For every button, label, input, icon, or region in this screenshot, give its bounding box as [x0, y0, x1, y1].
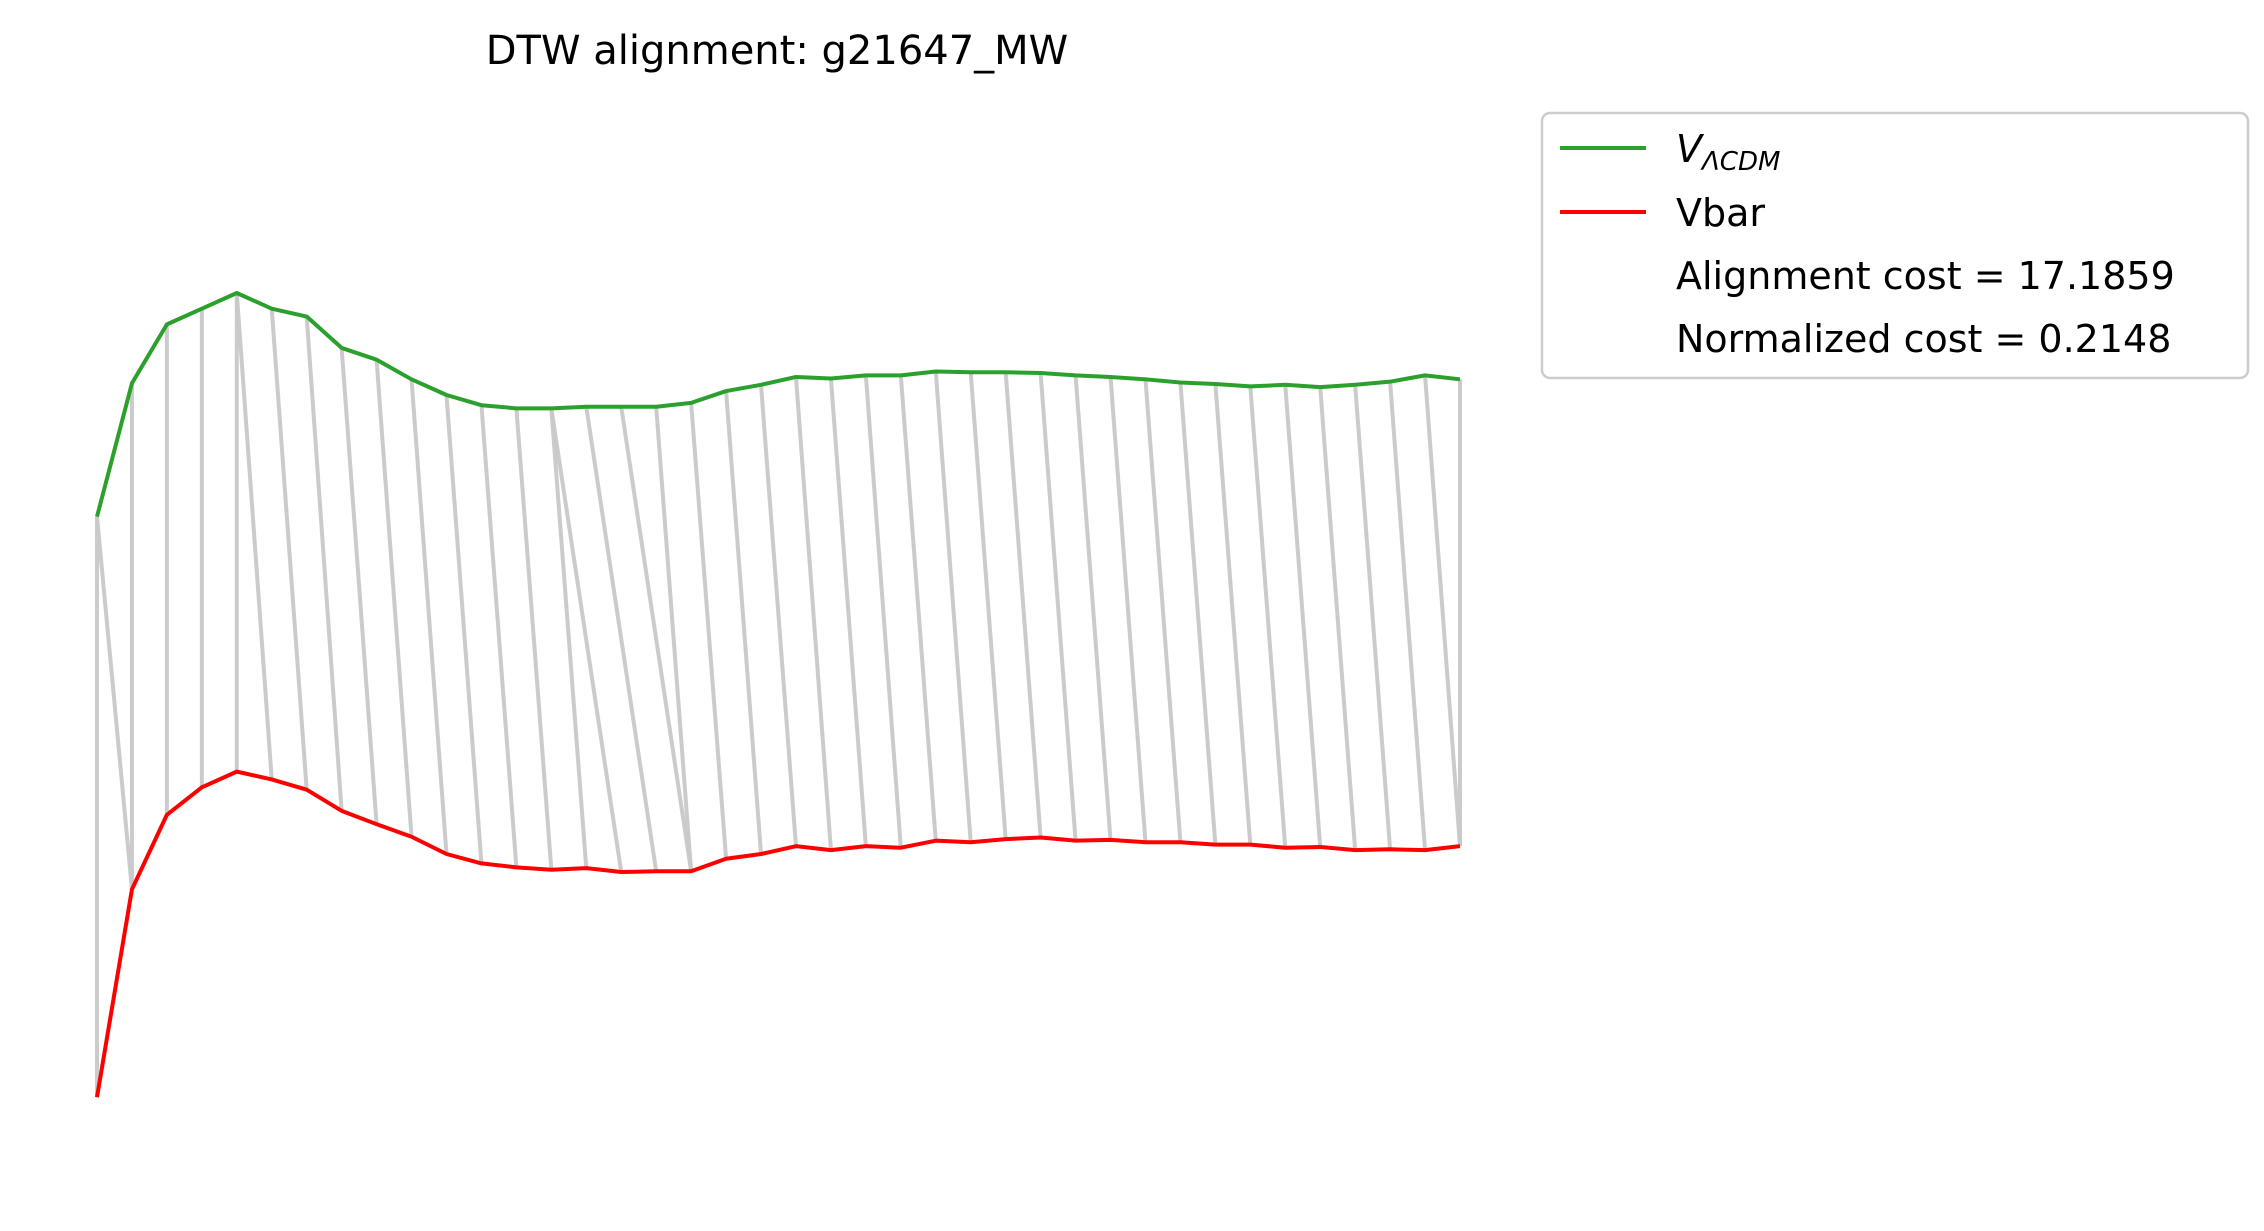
alignment-line-9 [339, 347, 379, 825]
legend: VΛCDM Vbar Alignment cost = 17.1859 Norm… [1540, 111, 2250, 380]
alignment-line-14 [514, 408, 554, 870]
alignment-line-39 [1353, 384, 1393, 850]
legend-alignment-cost: Alignment cost = 17.1859 [1676, 254, 2175, 298]
series-lines [95, 291, 1461, 1098]
alignment-line-22 [759, 384, 798, 847]
alignment-line-36 [1248, 386, 1288, 848]
alignment-line-26 [898, 375, 938, 841]
alignment-line-15 [549, 408, 589, 869]
alignment-lines [95, 292, 1462, 1098]
alignment-line-8 [304, 316, 344, 811]
legend-label-vbar: Vbar [1676, 191, 1765, 235]
alignment-line-19 [654, 406, 694, 872]
series-line-vbar [95, 769, 1461, 1098]
alignment-line-30 [1038, 372, 1078, 841]
alignment-line-31 [1073, 375, 1113, 841]
alignment-line-10 [374, 359, 414, 837]
alignment-line-6 [234, 292, 274, 780]
alignment-line-12 [444, 394, 484, 864]
chart-title: DTW alignment: g21647_MW [486, 28, 1068, 74]
alignment-line-18 [619, 406, 694, 872]
alignment-line-24 [828, 378, 868, 847]
alignment-line-40 [1388, 381, 1428, 851]
alignment-line-27 [933, 371, 973, 843]
alignment-line-17 [584, 406, 659, 872]
alignment-line-28 [968, 372, 1008, 840]
alignment-line-7 [269, 308, 309, 790]
alignment-line-33 [1143, 379, 1183, 843]
alignment-line-38 [1318, 387, 1358, 851]
alignment-line-11 [409, 379, 449, 855]
alignment-line-41 [1423, 375, 1462, 847]
legend-normalized-cost: Normalized cost = 0.2148 [1676, 317, 2171, 361]
legend-box [1540, 111, 2250, 380]
alignment-line-32 [1108, 376, 1148, 843]
alignment-line-21 [724, 390, 764, 855]
alignment-line-20 [689, 402, 729, 859]
legend-label-vlcdm: VΛCDM [1676, 127, 1780, 177]
alignment-line-13 [479, 405, 519, 868]
alignment-line-29 [1003, 372, 1043, 838]
alignment-line-16 [549, 408, 624, 873]
alignment-line-23 [793, 376, 833, 851]
alignment-line-1 [95, 516, 134, 890]
series-line-vlcdm [95, 291, 1461, 518]
alignment-line-37 [1283, 384, 1323, 848]
alignment-line-34 [1178, 382, 1218, 845]
alignment-line-35 [1213, 383, 1253, 845]
alignment-line-25 [863, 375, 903, 848]
